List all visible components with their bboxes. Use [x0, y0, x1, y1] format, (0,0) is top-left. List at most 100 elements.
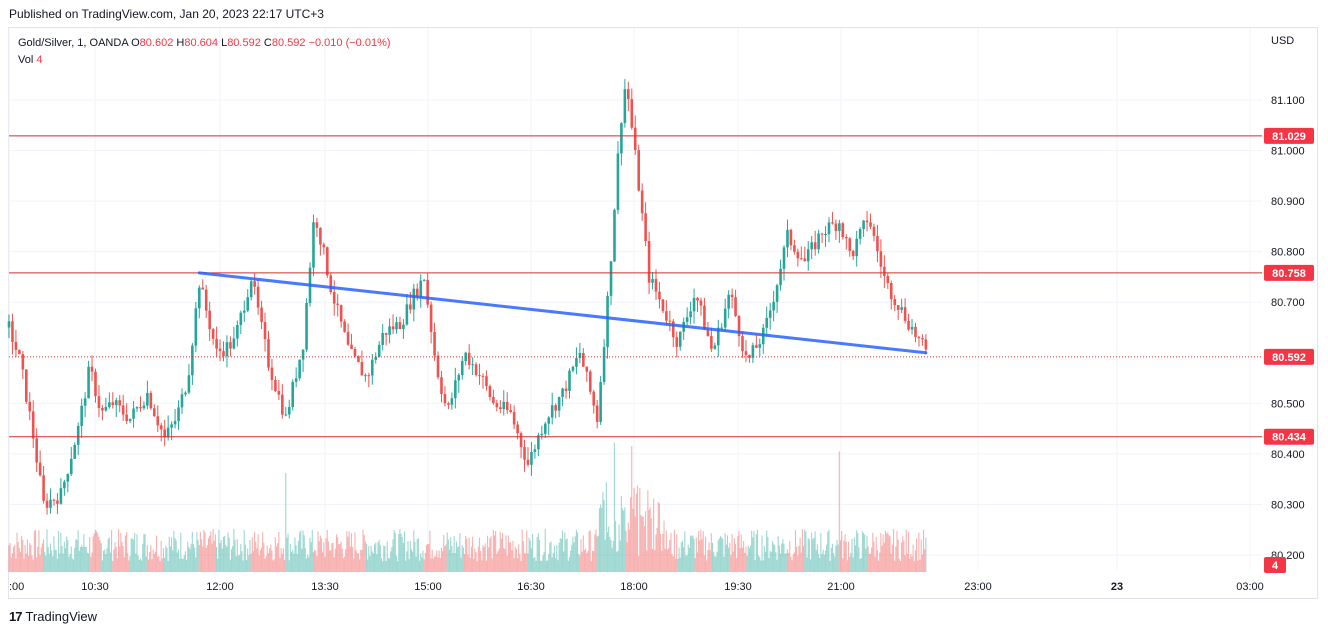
volume-bar — [89, 537, 91, 572]
candle-body — [706, 329, 710, 337]
volume-bar — [830, 547, 832, 572]
candle-body — [592, 391, 596, 406]
volume-bar — [455, 541, 457, 572]
volume-bar — [470, 546, 472, 572]
volume-bar — [519, 553, 521, 572]
volume-label-text: 4 — [1272, 560, 1279, 572]
candle-body — [547, 417, 551, 424]
volume-bar — [777, 536, 779, 572]
volume-bar — [834, 556, 836, 572]
volume-bar — [188, 546, 190, 572]
volume-bar — [420, 553, 422, 572]
volume-bar — [804, 529, 806, 572]
volume-bar — [903, 540, 905, 572]
volume-bar — [280, 548, 282, 572]
volume-bar — [788, 552, 790, 572]
volume-bar — [22, 539, 24, 572]
volume-bar — [731, 533, 733, 572]
volume-bar — [310, 542, 312, 572]
volume-bar — [508, 542, 511, 572]
candle-body — [872, 226, 876, 236]
candle-body — [322, 244, 326, 248]
footer-branding[interactable]: 17 TradingView — [9, 609, 97, 624]
volume-bar — [229, 559, 231, 572]
volume-bar — [865, 548, 867, 572]
volume-bar — [784, 553, 786, 572]
volume-bar — [857, 532, 859, 572]
candle-body — [267, 339, 270, 368]
candle-body — [879, 251, 883, 267]
volume-bar — [852, 557, 854, 572]
volume-bar — [311, 529, 313, 572]
volume-bar — [202, 546, 204, 572]
candle-body — [741, 336, 744, 352]
volume-bar — [41, 543, 43, 572]
volume-bar — [660, 534, 662, 572]
candle-body — [284, 414, 288, 416]
candle-body — [831, 222, 834, 224]
candle-body — [440, 377, 443, 395]
volume-bar — [158, 555, 160, 572]
volume-bar — [279, 557, 281, 572]
candle-body — [97, 396, 101, 408]
candle-body — [277, 391, 281, 395]
candle-body — [457, 375, 461, 381]
volume-bar — [872, 532, 874, 572]
volume-bar — [651, 548, 654, 572]
volume-bar — [45, 555, 47, 572]
candle-body — [727, 294, 730, 309]
candle-body — [11, 321, 14, 342]
legend-low: 80.592 — [227, 37, 261, 49]
volume-bar — [760, 560, 762, 572]
volume-bar — [205, 547, 207, 572]
volume-bar — [329, 550, 331, 572]
volume-bar — [914, 550, 916, 572]
candle-body — [66, 474, 70, 482]
volume-bar — [608, 526, 610, 572]
volume-bar — [676, 534, 678, 572]
volume-bar — [518, 544, 520, 572]
volume-bar — [108, 537, 110, 572]
volume-bar — [497, 551, 499, 572]
volume-bar — [564, 532, 566, 572]
volume-bar — [324, 556, 326, 572]
candle-body — [713, 345, 717, 349]
candle-body — [654, 278, 658, 292]
volume-bar — [838, 451, 840, 572]
volume-bar — [920, 539, 922, 572]
volume-bar — [339, 544, 341, 572]
volume-bar — [101, 560, 103, 572]
volume-bar — [66, 536, 68, 572]
volume-bar — [882, 534, 884, 572]
volume-bar — [913, 560, 915, 572]
volume-bar — [245, 560, 248, 572]
volume-bar — [894, 560, 896, 572]
volume-bar — [695, 537, 697, 572]
volume-bar — [82, 546, 84, 572]
volume-bar — [77, 530, 79, 572]
candle-body — [260, 307, 263, 323]
candle-body — [339, 304, 343, 322]
volume-bar — [625, 530, 627, 572]
volume-bar — [266, 545, 268, 572]
volume-bar — [698, 531, 700, 572]
volume-bar — [21, 535, 23, 572]
volume-bar — [174, 537, 176, 572]
volume-bar — [522, 541, 524, 572]
volume-bar — [818, 553, 820, 572]
volume-bar — [302, 530, 304, 572]
volume-bar — [649, 507, 651, 572]
volume-bar — [782, 539, 784, 572]
volume-bar — [161, 558, 163, 572]
volume-bar — [195, 557, 197, 572]
candle-body — [889, 283, 893, 300]
volume-bar — [386, 541, 388, 572]
candle-body — [803, 258, 807, 262]
volume-bar — [854, 545, 857, 572]
candle-body — [851, 250, 855, 257]
volume-bar — [408, 559, 410, 572]
candle-body — [841, 223, 845, 238]
volume-bar — [294, 537, 296, 572]
candle-body — [820, 233, 824, 235]
